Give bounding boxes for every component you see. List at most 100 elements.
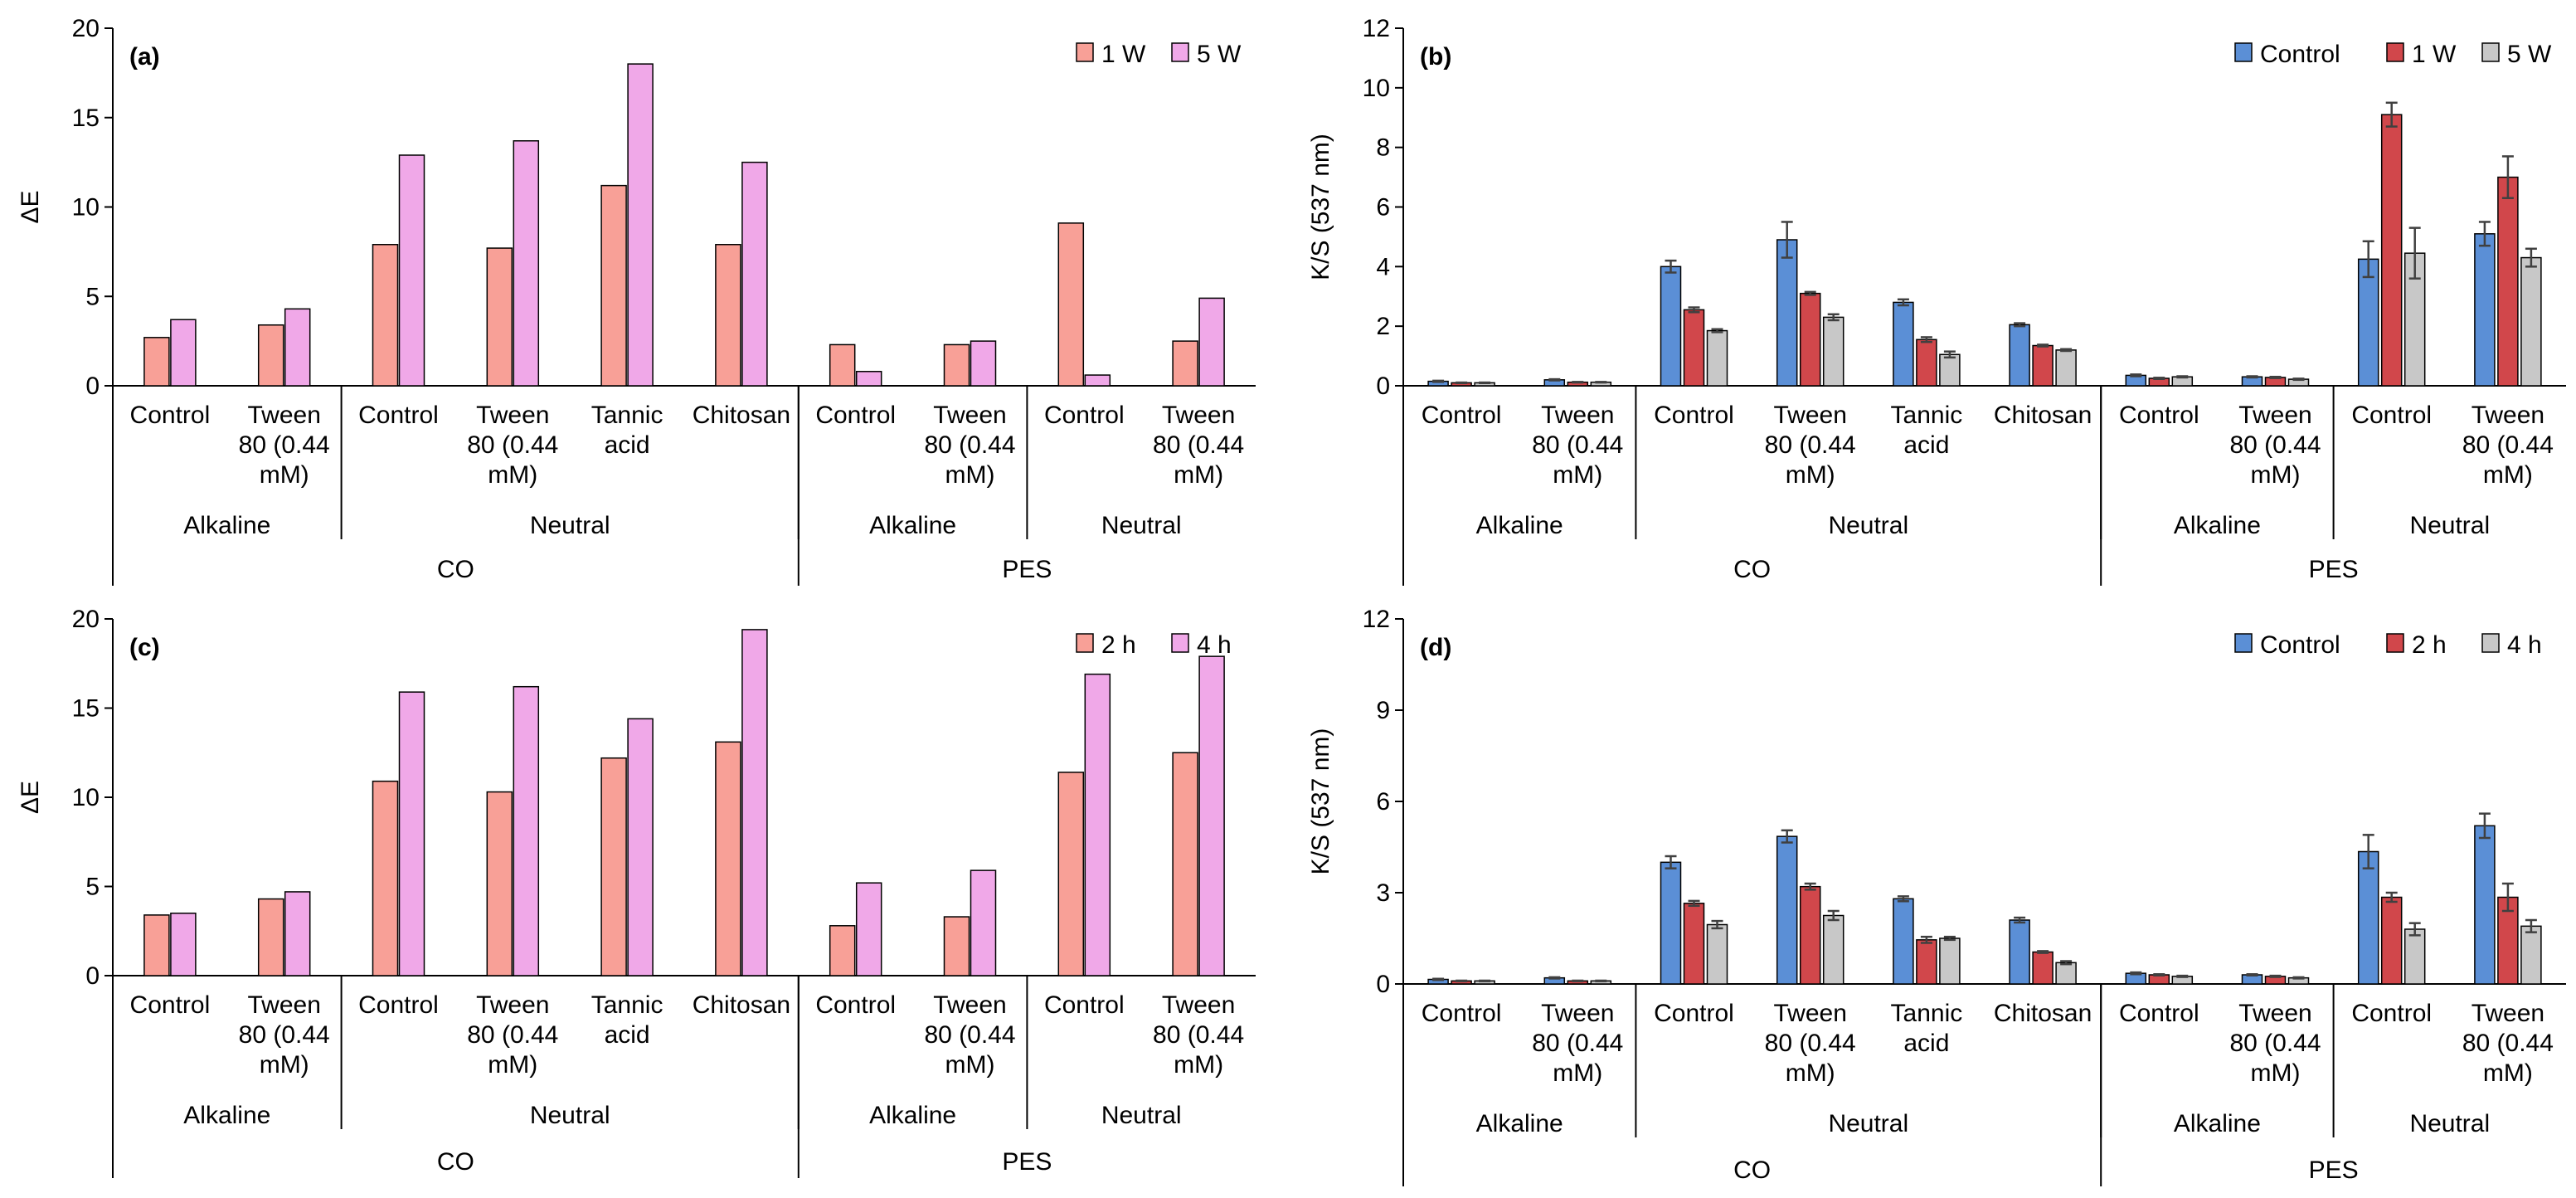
x-category-label-line: acid (605, 431, 650, 459)
bar-2-h (1799, 885, 1821, 985)
error-bar (1479, 381, 1491, 385)
x-category-label-line: mM) (2251, 1059, 2301, 1087)
bar-2-h (486, 791, 513, 976)
group-label-level2: Neutral (2409, 1110, 2490, 1137)
legend: 4 h 2 h Control (2234, 631, 2542, 659)
panel-d-chart: 0 3 6 9 12 K/S (537 nm) (d) Control Tween 80 (0.4… (1307, 606, 2566, 1186)
x-category-label-line: Control (1422, 1000, 1502, 1027)
bar-4-h (2055, 962, 2077, 985)
x-category-label: Control (358, 991, 439, 1019)
x-category-label-line: Control (815, 402, 896, 429)
bar-control (2009, 919, 2030, 985)
bar-1-w (715, 244, 741, 387)
x-category-label: Control (815, 402, 896, 429)
bar-4-h (2403, 928, 2426, 985)
x-category-label-line: Tween (2238, 1000, 2311, 1027)
x-category-label: Tween 80 (0.44 mM) (1153, 991, 1244, 1079)
error-bar (1943, 935, 1956, 942)
y-tick-label: 6 (1376, 788, 1390, 816)
bar-1-w (1172, 340, 1198, 387)
x-category-label: Control (1654, 1000, 1734, 1027)
x-category-label: Chitosan (693, 402, 790, 429)
legend-label: 4 h (1197, 631, 1232, 659)
bar-1-w (486, 247, 513, 387)
x-category-label-line: mM) (1786, 1059, 1835, 1087)
bar-2-h (143, 914, 170, 976)
bar-5-w (284, 308, 311, 387)
error-bar (1456, 381, 1468, 385)
x-category-label: Tween 80 (0.44 mM) (2229, 1000, 2321, 1087)
legend-label: 4 h (2507, 631, 2542, 659)
bar-5-w (1939, 353, 1961, 387)
x-category-label: Control (2119, 402, 2199, 429)
bar-4-h (627, 718, 654, 976)
x-category-label-line: 80 (0.44 (239, 1021, 330, 1049)
group-label-level3: CO (1733, 556, 1771, 583)
bar-2-h (600, 757, 627, 976)
y-tick-label: 0 (1376, 971, 1390, 998)
x-category-label-line: Tween (1162, 991, 1235, 1019)
error-bar (2408, 922, 2421, 937)
group-label-level2: Alkaline (1476, 512, 1563, 539)
bar-5-w (855, 371, 882, 387)
error-bar (1688, 899, 1700, 908)
x-category-label-line: Control (2351, 1000, 2432, 1027)
bar-4-h (170, 913, 197, 976)
bar-4-h (1084, 673, 1111, 976)
bar-1-w (1057, 222, 1085, 387)
bar-control (1776, 835, 1798, 985)
bar-1-w (1683, 309, 1705, 387)
y-tick-label: 0 (1376, 373, 1390, 400)
x-category-label: Tween 80 (0.44 mM) (467, 991, 558, 1079)
error-bar (2385, 101, 2398, 128)
x-category-label-line: Tween (1541, 402, 1614, 429)
x-category-label: Tannic acid (1891, 402, 1963, 459)
x-category-label-line: 80 (0.44 (924, 1021, 1015, 1049)
error-bar (1781, 221, 1793, 259)
legend-label: 1 W (2412, 41, 2457, 68)
x-category-label: Control (2351, 1000, 2432, 1027)
x-category-label-line: Control (815, 991, 896, 1019)
x-category-label: Tween 80 (0.44 mM) (924, 991, 1015, 1079)
error-bar (1432, 977, 1445, 981)
x-category-label-line: mM) (945, 1051, 995, 1079)
error-bar (2153, 973, 2165, 976)
x-category-label-line: Tween (2238, 402, 2311, 429)
bar-4-h (284, 891, 311, 976)
x-category-label-line: mM) (1553, 461, 1602, 489)
error-bar (1920, 336, 1932, 343)
error-bar (1665, 259, 1677, 274)
y-tick-label: 5 (85, 874, 100, 901)
x-category-label-line: Control (1654, 1000, 1734, 1027)
bar-4-h (741, 629, 768, 976)
x-category-label-line: 80 (0.44 (924, 431, 1015, 459)
error-bar (2362, 834, 2374, 869)
error-bar (1804, 882, 1816, 891)
group-label-level2: Neutral (1101, 1102, 1182, 1129)
y-axis-title: ΔE (17, 190, 44, 223)
x-category-label-line: mM) (2483, 461, 2533, 489)
x-category-label-line: Control (130, 402, 211, 429)
x-category-label: Control (358, 402, 439, 429)
bar-5-w (1822, 316, 1845, 387)
legend-swatch (2481, 42, 2500, 62)
error-bar (1943, 350, 1956, 359)
x-category-label-line: 80 (0.44 (2462, 431, 2554, 459)
x-category-label-line: mM) (488, 461, 537, 489)
x-category-label-line: Control (2119, 402, 2199, 429)
group-label-level2: Alkaline (1476, 1110, 1563, 1137)
legend: 5 W 1 W (1076, 41, 1242, 68)
legend-swatch (2481, 633, 2500, 653)
bar-2-h (829, 925, 856, 976)
bar-control (1893, 898, 1914, 985)
error-bar (1804, 290, 1816, 296)
x-category-label: Control (130, 991, 211, 1019)
bar-4-h (2520, 925, 2542, 985)
error-bar (2501, 882, 2514, 913)
x-category-label: Chitosan (1994, 1000, 2092, 1027)
legend-swatch (1171, 633, 1189, 653)
group-label-level3: PES (1002, 556, 1052, 583)
error-bar (2060, 960, 2073, 966)
